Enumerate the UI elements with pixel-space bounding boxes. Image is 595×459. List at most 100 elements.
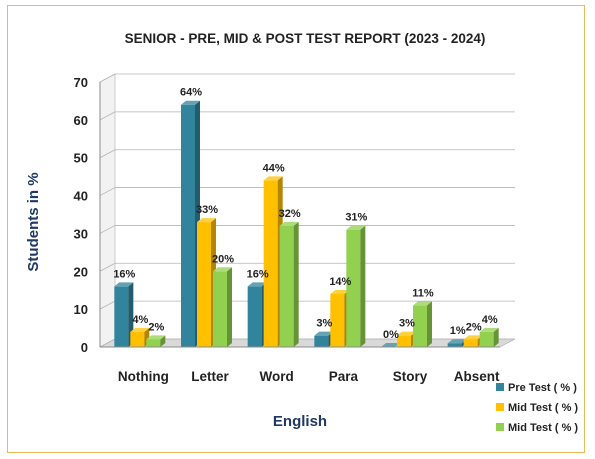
bar-side xyxy=(427,301,432,347)
legend-entry: Pre Test ( % ) xyxy=(508,382,577,394)
data-label: 14% xyxy=(329,276,351,288)
bar-side xyxy=(227,267,232,347)
bar-top xyxy=(247,282,267,287)
chart-title: SENIOR - PRE, MID & POST TEST REPORT (20… xyxy=(125,31,486,46)
bar-side xyxy=(160,335,166,347)
axes: 0 10 20 30 40 50 60 70 Nothing Letter Word Para Stor… xyxy=(74,75,501,384)
bar-top xyxy=(447,339,467,344)
bar-front xyxy=(263,180,278,347)
data-label: 3% xyxy=(316,318,332,330)
bar-top xyxy=(197,218,216,223)
bar-top xyxy=(330,290,350,294)
bar-front xyxy=(463,339,478,347)
bar-front xyxy=(346,229,361,347)
data-label: 32% xyxy=(279,208,301,220)
bar-side xyxy=(360,225,366,347)
legend-entry: Mid Test ( % ) xyxy=(508,422,578,434)
data-label: 64% xyxy=(180,87,202,99)
gridline-side xyxy=(99,111,116,121)
y-tick-label: 50 xyxy=(74,151,88,166)
bar-front xyxy=(181,104,195,347)
x-tick-label: Word xyxy=(260,369,294,384)
bar-top xyxy=(479,327,499,332)
x-tick-label: Letter xyxy=(191,369,229,384)
bar-top xyxy=(114,282,134,287)
bar-front xyxy=(397,335,411,347)
data-label: 33% xyxy=(196,204,218,216)
bar-front xyxy=(146,339,161,347)
data-label: 16% xyxy=(113,268,135,280)
y-tick-label: 20 xyxy=(74,264,88,279)
bar-front xyxy=(479,331,494,347)
data-label: 2% xyxy=(148,321,164,333)
bars xyxy=(114,100,499,347)
bar-top xyxy=(181,100,200,105)
data-label: 44% xyxy=(263,162,285,174)
bar-top xyxy=(397,331,416,336)
bar-top xyxy=(463,335,483,340)
legend: Pre Test ( % ) Mid Test ( % ) Mid Test ( %… xyxy=(496,382,578,434)
bar-top xyxy=(381,343,400,347)
legend-entry: Mid Test ( % ) xyxy=(508,402,578,414)
legend-swatch xyxy=(496,423,504,431)
bar xyxy=(479,327,499,347)
y-tick-label: 70 xyxy=(74,75,88,90)
data-label: 16% xyxy=(247,268,269,280)
x-tick-label: Story xyxy=(393,369,428,384)
x-axis-label: English xyxy=(273,413,327,430)
legend-swatch xyxy=(496,403,504,411)
back-wall xyxy=(115,74,515,339)
bar-top xyxy=(263,176,283,181)
bar-front xyxy=(197,222,211,347)
bar-front xyxy=(114,286,129,347)
data-label: 31% xyxy=(345,212,367,224)
bar xyxy=(381,343,400,347)
bar xyxy=(413,301,432,347)
data-label: 11% xyxy=(412,287,434,299)
y-tick-label: 0 xyxy=(81,340,88,355)
x-tick-label: Nothing xyxy=(118,369,169,384)
data-label: 4% xyxy=(482,314,498,326)
bar-side xyxy=(493,327,499,347)
side-wall xyxy=(99,73,116,348)
bar-front xyxy=(130,331,145,347)
bar xyxy=(146,335,166,347)
bar xyxy=(346,225,366,347)
bar-side xyxy=(293,221,299,347)
legend-swatch xyxy=(496,383,504,391)
gridline-side xyxy=(99,73,116,83)
chart-walls xyxy=(99,73,516,348)
data-label: 1% xyxy=(450,325,466,337)
data-label: 4% xyxy=(132,314,148,326)
bar-front xyxy=(413,305,427,347)
bar-front xyxy=(447,343,462,347)
gridline-side xyxy=(99,262,116,272)
data-label: 2% xyxy=(466,321,482,333)
bar-top xyxy=(130,327,150,332)
x-tick-label: Para xyxy=(329,369,359,384)
bar-top xyxy=(413,301,432,306)
data-label: 20% xyxy=(212,253,234,265)
y-tick-label: 40 xyxy=(74,189,88,204)
bar-top xyxy=(314,331,334,336)
gridline-side xyxy=(99,187,116,196)
data-labels: 16%4%2%64%33%20%16%44%32%3%14%31%0%3%11%… xyxy=(113,87,498,341)
bar-top xyxy=(279,221,299,226)
bar-top xyxy=(213,267,232,272)
bar-top xyxy=(146,335,166,340)
gridline-side xyxy=(99,149,116,159)
bar-top xyxy=(346,225,366,230)
y-axis-label: Students in % xyxy=(25,172,42,271)
gridline-side xyxy=(99,338,116,348)
bar xyxy=(130,327,150,347)
bar xyxy=(213,267,232,347)
bar-front xyxy=(314,335,329,347)
bar xyxy=(279,221,299,347)
gridline-side xyxy=(99,225,116,234)
data-label: 3% xyxy=(399,318,415,330)
x-tick-label: Absent xyxy=(454,369,500,384)
bar-front xyxy=(247,286,262,347)
gridline-side xyxy=(99,300,116,310)
y-tick-label: 30 xyxy=(74,226,88,241)
